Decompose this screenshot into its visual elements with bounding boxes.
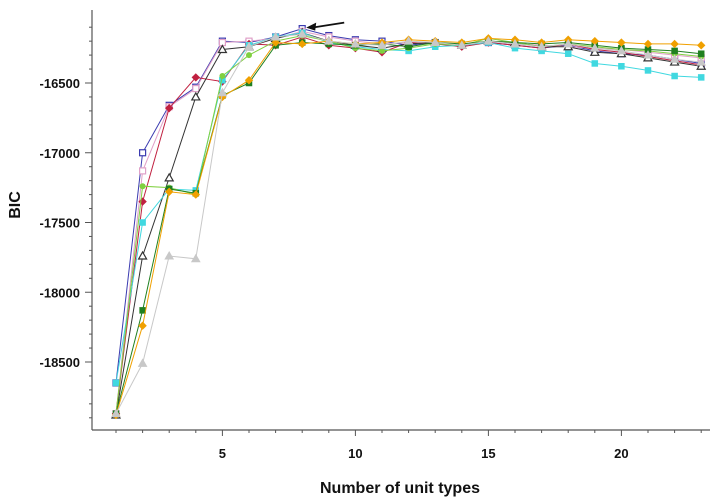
data-point — [671, 72, 678, 80]
y-axis-title: BIC — [7, 191, 24, 219]
series-5 — [112, 29, 705, 387]
data-point — [217, 44, 228, 54]
data-point — [669, 54, 680, 63]
data-point — [139, 167, 147, 175]
data-point — [671, 47, 678, 55]
data-point — [591, 60, 599, 67]
data-point — [139, 219, 146, 226]
data-point — [643, 50, 653, 59]
y-tick-label: -18000 — [40, 285, 80, 300]
data-point — [643, 39, 653, 49]
x-axis-title: Number of unit types — [320, 480, 480, 497]
data-point — [564, 50, 572, 57]
y-tick-label: -16500 — [40, 76, 80, 91]
data-point — [164, 103, 174, 113]
data-point — [217, 87, 228, 97]
data-point — [696, 57, 707, 66]
data-point — [137, 250, 148, 260]
y-tick-label: -17500 — [40, 216, 80, 231]
data-point — [403, 36, 414, 45]
data-point — [430, 37, 441, 47]
data-point — [377, 40, 387, 49]
series-1 — [112, 24, 705, 387]
x-tick-label: 10 — [348, 446, 362, 461]
axes: 5 10 15 20 -16500 -17000 -17500 -18000 -18500 — [40, 10, 710, 461]
data-point — [323, 36, 334, 45]
series-line — [115, 35, 702, 414]
data-point — [589, 43, 600, 52]
series-line — [115, 36, 702, 414]
data-point — [138, 321, 147, 330]
data-point — [164, 172, 175, 182]
y-axis-ticks: -16500 -17000 -17500 -18000 -18500 — [40, 26, 92, 419]
data-point — [697, 74, 705, 81]
y-tick-label: -17000 — [40, 146, 80, 161]
x-tick-label: 5 — [219, 446, 226, 461]
data-point — [192, 84, 200, 93]
data-point — [350, 38, 361, 48]
data-point — [271, 38, 280, 47]
data-point — [191, 190, 201, 199]
data-point — [137, 358, 148, 367]
data-point — [244, 41, 254, 51]
data-point — [139, 149, 147, 157]
x-tick-label: 15 — [481, 446, 495, 461]
data-point — [190, 91, 201, 101]
data-point — [297, 39, 307, 49]
data-point — [246, 52, 252, 59]
data-point — [510, 38, 520, 48]
data-point — [616, 45, 627, 55]
plot-area — [110, 24, 707, 420]
data-point — [697, 50, 705, 57]
series-line — [115, 32, 702, 416]
data-point — [164, 250, 175, 260]
data-point — [139, 307, 146, 314]
series-line — [115, 30, 702, 414]
series-line — [115, 40, 702, 414]
data-point — [670, 39, 679, 49]
data-point — [112, 379, 120, 387]
x-axis-ticks: 5 10 15 20 — [115, 430, 702, 461]
data-point — [164, 187, 174, 197]
data-point — [618, 63, 625, 70]
data-point — [456, 40, 467, 49]
data-point — [219, 73, 226, 80]
data-point — [379, 47, 385, 54]
series-line — [115, 37, 702, 416]
data-point — [696, 61, 707, 70]
arrow-shaft — [312, 21, 345, 29]
data-point — [589, 47, 600, 56]
series-7 — [112, 37, 705, 417]
data-point — [483, 36, 494, 45]
data-point — [563, 38, 574, 48]
data-point — [191, 73, 201, 82]
data-point — [644, 67, 652, 74]
y-tick-label: -18500 — [40, 355, 80, 370]
data-point — [139, 183, 146, 190]
data-point — [111, 408, 121, 418]
data-point — [297, 29, 308, 38]
data-point — [244, 76, 254, 85]
data-point — [270, 31, 281, 41]
x-tick-label: 20 — [614, 446, 628, 461]
data-point — [696, 41, 706, 50]
series-9 — [111, 29, 707, 418]
data-point — [190, 253, 201, 263]
arrow-head — [306, 22, 317, 31]
data-point — [536, 41, 547, 51]
series-line — [115, 33, 702, 414]
annotation-arrow — [306, 21, 345, 31]
